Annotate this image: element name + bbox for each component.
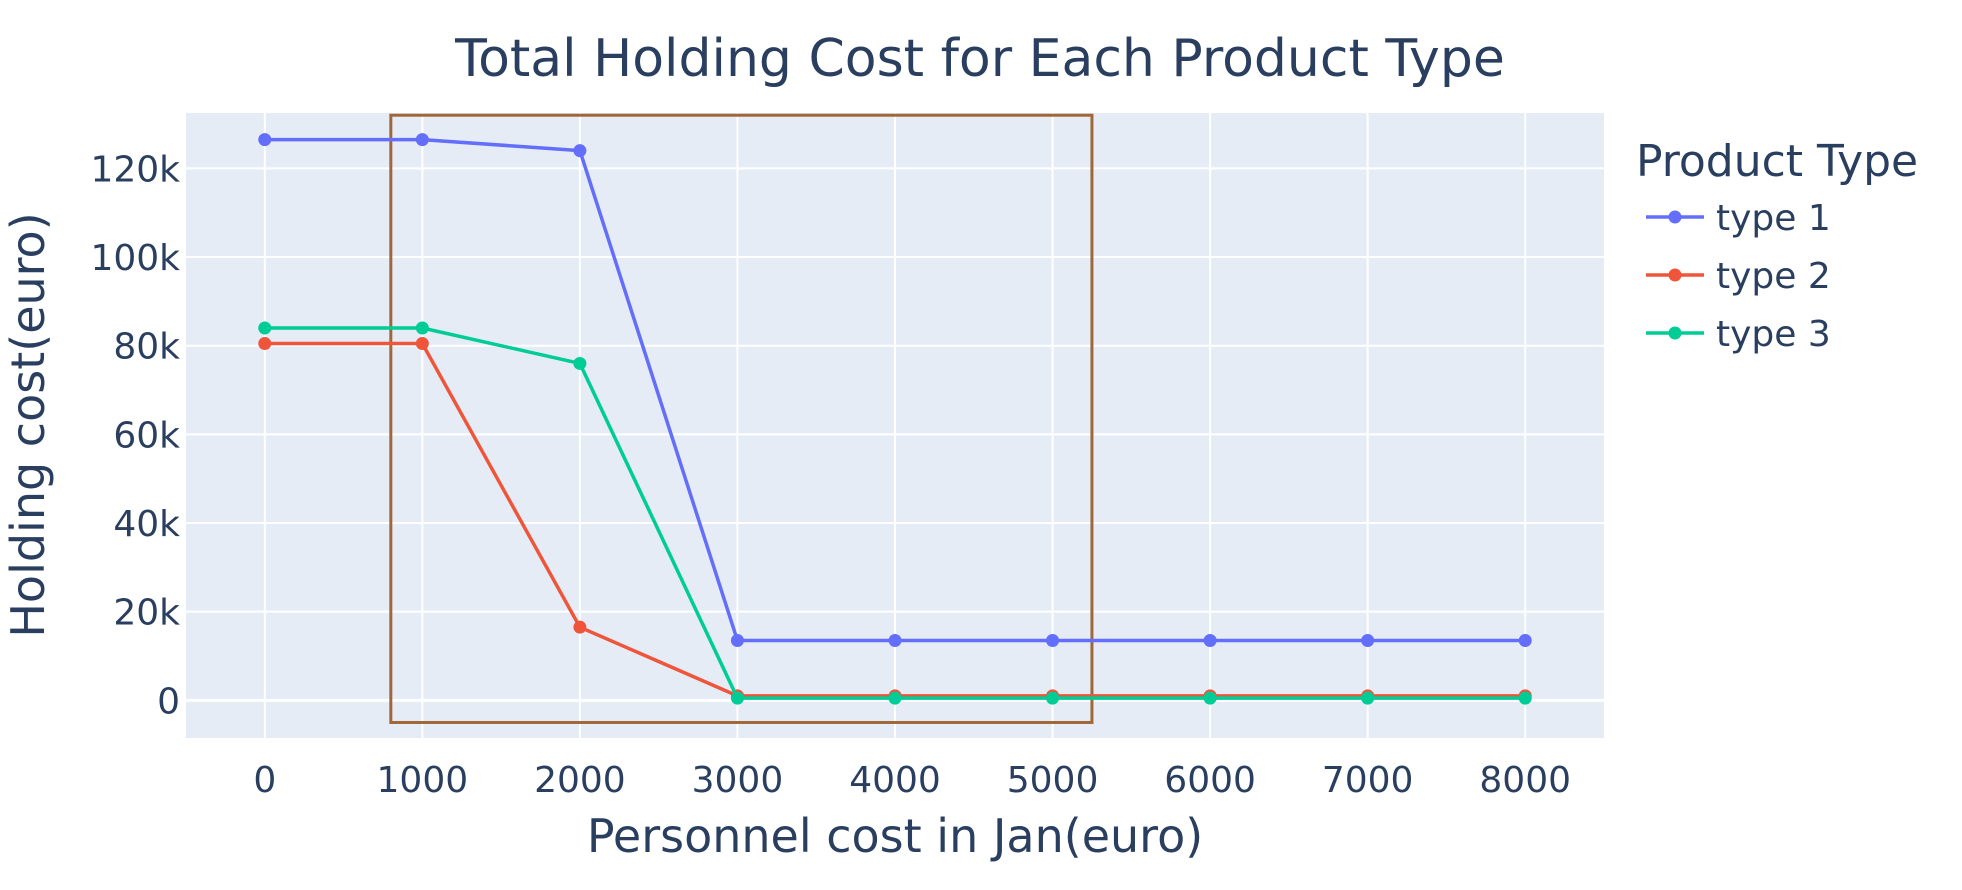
- legend: Product Type type 1 type 2 type 3: [1636, 136, 1918, 355]
- y-axis-ticks: 0 20k 40k 60k 80k 100k 120k: [90, 149, 180, 722]
- data-point: [1203, 691, 1217, 705]
- x-tick-label: 1000: [377, 760, 469, 801]
- y-tick-label: 100k: [90, 238, 180, 279]
- legend-label: type 1: [1716, 198, 1831, 239]
- data-point: [888, 691, 902, 705]
- x-axis-ticks: 0 1000 2000 3000 4000 5000 6000 7000 8000: [253, 760, 1571, 801]
- data-point: [1518, 691, 1532, 705]
- x-tick-label: 7000: [1322, 760, 1414, 801]
- chart-title: Total Holding Cost for Each Product Type: [454, 29, 1505, 89]
- highlight-box-layer: [389, 113, 1094, 724]
- y-tick-label: 60k: [113, 415, 180, 456]
- series-1: [258, 133, 1532, 647]
- legend-label: type 2: [1716, 256, 1831, 297]
- data-point: [730, 633, 744, 647]
- y-tick-label: 80k: [113, 327, 180, 368]
- data-point: [888, 633, 902, 647]
- data-point: [415, 321, 429, 335]
- data-point: [415, 133, 429, 147]
- data-point: [1046, 691, 1060, 705]
- data-point: [730, 691, 744, 705]
- y-tick-label: 0: [157, 681, 180, 722]
- y-tick-label: 40k: [113, 504, 180, 545]
- legend-items: type 1 type 2 type 3: [1646, 198, 1831, 355]
- y-axis-title: Holding cost(euro): [1, 212, 55, 637]
- x-tick-label: 8000: [1479, 760, 1571, 801]
- legend-item[interactable]: type 1: [1646, 198, 1831, 239]
- legend-title: Product Type: [1636, 136, 1918, 187]
- x-tick-label: 5000: [1007, 760, 1099, 801]
- data-point: [415, 336, 429, 350]
- x-tick-label: 3000: [692, 760, 784, 801]
- legend-swatch-marker: [1668, 210, 1682, 224]
- series-3: [258, 321, 1532, 705]
- legend-label: type 3: [1716, 314, 1831, 355]
- legend-item[interactable]: type 2: [1646, 256, 1831, 297]
- y-tick-label: 120k: [90, 149, 180, 190]
- data-point: [1518, 633, 1532, 647]
- x-axis-title: Personnel cost in Jan(euro): [587, 809, 1203, 863]
- data-point: [258, 133, 272, 147]
- data-point: [573, 356, 587, 370]
- x-tick-label: 0: [253, 760, 276, 801]
- legend-swatch-marker: [1668, 268, 1682, 282]
- highlight-box: [389, 113, 1094, 724]
- x-tick-label: 4000: [849, 760, 941, 801]
- x-tick-label: 2000: [534, 760, 626, 801]
- x-tick-label: 6000: [1164, 760, 1256, 801]
- legend-item[interactable]: type 3: [1646, 314, 1831, 355]
- series-layer: [258, 133, 1532, 705]
- data-point: [1203, 633, 1217, 647]
- data-point: [1361, 633, 1375, 647]
- data-point: [573, 144, 587, 158]
- data-point: [573, 620, 587, 634]
- data-point: [258, 336, 272, 350]
- legend-swatch-marker: [1668, 326, 1682, 340]
- data-point: [258, 321, 272, 335]
- y-tick-label: 20k: [113, 593, 180, 634]
- data-point: [1046, 633, 1060, 647]
- data-point: [1361, 691, 1375, 705]
